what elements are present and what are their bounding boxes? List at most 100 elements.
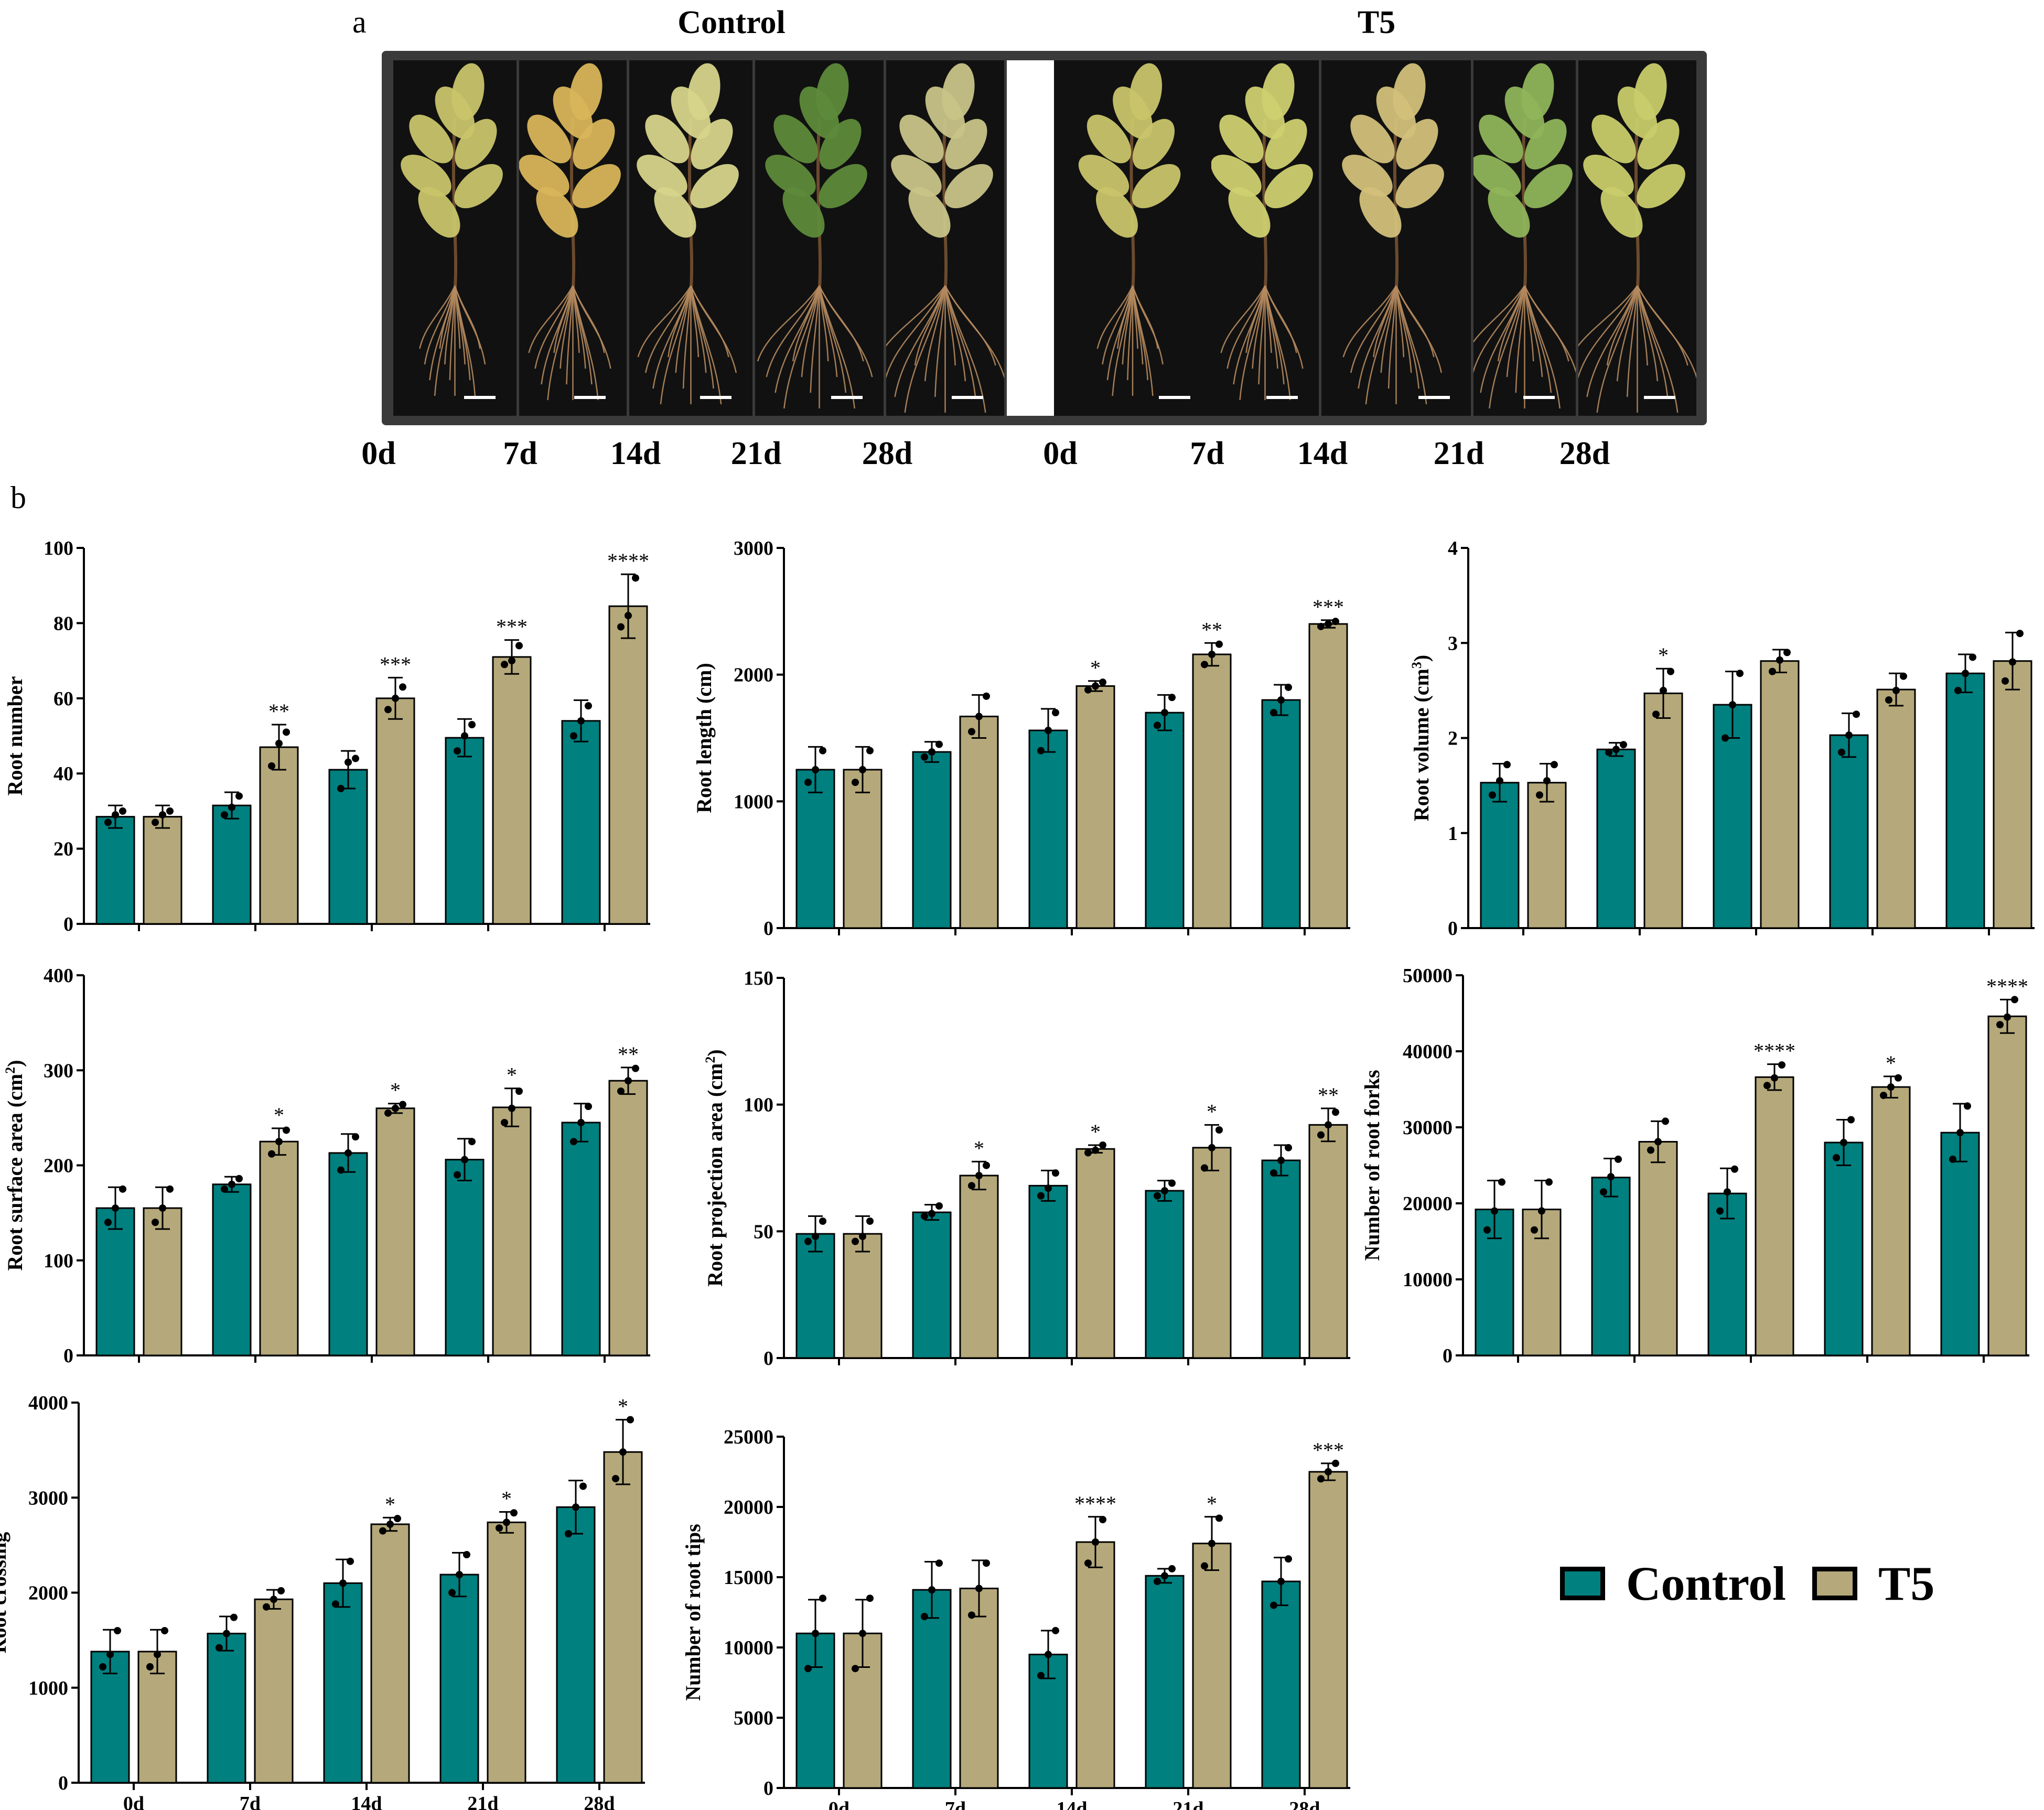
y-tick-label: 60 <box>53 688 73 710</box>
data-point <box>1332 618 1339 626</box>
bar-control <box>1145 1190 1185 1359</box>
data-point <box>275 739 283 747</box>
plant-leaf <box>1129 63 1163 121</box>
chart-root-crossing: 0 1000 2000 3000 4000 Root crossing 0d 7d * 14d * 2… <box>0 1392 645 1810</box>
bar-t5 <box>1643 692 1683 929</box>
data-point <box>1949 1155 1956 1163</box>
plant-leaf <box>687 63 720 121</box>
plant-root <box>1264 285 1304 369</box>
data-point <box>1885 696 1892 704</box>
bar-t5 <box>608 605 648 925</box>
plant-root <box>924 285 946 382</box>
data-point <box>152 1219 159 1226</box>
y-tick-label: 3000 <box>28 1487 68 1509</box>
bar-control <box>561 1122 601 1356</box>
bar-t5 <box>1871 1086 1911 1356</box>
y-tick-label: 50000 <box>1403 965 1453 987</box>
data-point <box>975 1585 983 1592</box>
data-point <box>1543 777 1551 785</box>
data-point <box>1325 1121 1332 1129</box>
bar-t5 <box>492 656 532 925</box>
bar-control <box>323 1582 363 1784</box>
plant-root <box>1102 285 1134 365</box>
x-tick-label: 0d <box>123 1793 144 1810</box>
data-point <box>352 755 359 762</box>
significance-marker: * <box>1658 643 1669 667</box>
data-point <box>1551 761 1558 769</box>
data-point <box>1895 1074 1902 1082</box>
plant-leaf <box>572 164 621 209</box>
plant-leaf <box>1211 155 1262 197</box>
data-point <box>577 1118 585 1126</box>
bar-control <box>95 816 135 925</box>
photo-day-label: 21d <box>730 436 782 471</box>
plant-root <box>439 285 456 349</box>
legend-swatch-control <box>1560 1567 1605 1600</box>
data-point <box>235 1175 243 1182</box>
data-point <box>347 1557 354 1565</box>
data-point <box>1612 746 1620 753</box>
data-point <box>384 1109 392 1117</box>
data-point <box>866 1218 874 1225</box>
plant-root <box>934 285 946 397</box>
plant-root <box>1112 285 1134 396</box>
data-point <box>1956 1129 1964 1137</box>
data-point <box>1840 1139 1847 1146</box>
plant-root <box>660 285 692 405</box>
data-point <box>1084 1149 1092 1157</box>
data-point <box>1489 791 1496 799</box>
data-point <box>510 1509 518 1517</box>
y-axis-label: Number of root forks <box>1360 1070 1384 1260</box>
plant-root <box>1637 285 1696 379</box>
data-point <box>99 1663 106 1671</box>
bar-control <box>207 1632 246 1784</box>
plant-root <box>914 285 946 366</box>
y-axis-label: Root surface area (cm2) <box>3 1060 27 1270</box>
plant-root <box>1245 285 1266 353</box>
data-point <box>1215 1126 1223 1134</box>
plant-root <box>1116 285 1134 349</box>
bar-t5 <box>959 715 999 929</box>
data-point <box>866 1594 874 1602</box>
data-point <box>612 1475 619 1482</box>
data-point <box>1962 670 1969 677</box>
data-point <box>1763 1082 1771 1090</box>
y-tick-label: 200 <box>44 1155 73 1177</box>
data-point <box>1538 1207 1545 1215</box>
plant-leaf <box>1396 118 1438 170</box>
data-point <box>1536 791 1543 799</box>
bar-control <box>439 1574 479 1784</box>
data-point <box>496 1524 503 1532</box>
data-point <box>1099 678 1106 686</box>
plant-root <box>424 285 456 365</box>
data-point <box>1154 1578 1161 1586</box>
data-point <box>1215 1514 1223 1522</box>
photo-day-label: 0d <box>1043 436 1078 471</box>
y-tick-label: 10000 <box>724 1637 773 1659</box>
data-point <box>2004 1013 2011 1021</box>
plant-stem <box>942 117 948 292</box>
data-point <box>1092 1538 1099 1546</box>
plant-leaf <box>891 155 942 197</box>
plant-root <box>1227 285 1266 369</box>
y-tick-label: 4 <box>1448 537 1458 559</box>
bar-t5 <box>1075 685 1115 929</box>
data-point <box>461 732 468 740</box>
bar-t5 <box>1760 660 1800 929</box>
data-point <box>1545 1178 1553 1186</box>
y-tick-label: 40000 <box>1403 1041 1453 1063</box>
significance-marker: **** <box>1986 974 2028 998</box>
significance-marker: **** <box>607 549 649 573</box>
plant-leaf <box>1583 155 1634 197</box>
plant-leaf <box>418 187 460 238</box>
data-point <box>337 784 345 792</box>
data-point <box>619 1448 627 1456</box>
plant-leaf <box>691 118 733 170</box>
plant-root <box>1480 285 1525 393</box>
y-axis-label: Root number <box>3 676 27 796</box>
bar-control <box>1829 734 1869 929</box>
plant-leaf <box>773 114 818 164</box>
plant-root <box>1524 285 1534 362</box>
data-point <box>228 803 235 811</box>
significance-marker: *** <box>380 652 411 676</box>
